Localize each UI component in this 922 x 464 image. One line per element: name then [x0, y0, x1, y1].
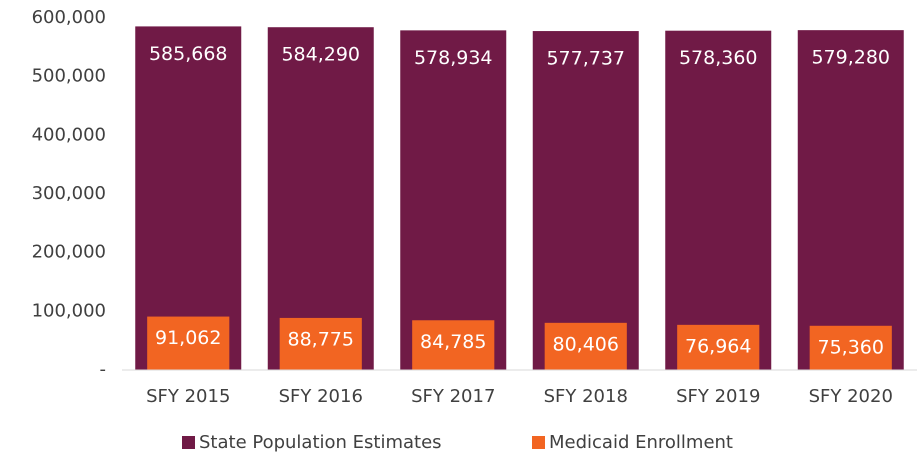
legend-label: Medicaid Enrollment — [549, 432, 733, 453]
y-tick-label: 200,000 — [32, 242, 106, 263]
bar — [809, 325, 892, 370]
bar — [147, 316, 230, 370]
bar — [400, 30, 507, 370]
legend-swatch — [532, 436, 545, 449]
data-label: 75,360 — [818, 336, 884, 358]
bar — [677, 324, 760, 370]
x-tick-label: SFY 2016 — [279, 386, 363, 407]
data-label: 585,668 — [149, 43, 228, 65]
data-label: 578,360 — [679, 47, 758, 69]
y-tick-label: 100,000 — [32, 300, 106, 321]
bar — [135, 26, 242, 370]
x-tick-label: SFY 2018 — [544, 386, 628, 407]
bar — [544, 322, 627, 370]
data-label: 84,785 — [420, 331, 486, 353]
x-tick-label: SFY 2019 — [676, 386, 760, 407]
data-label: 578,934 — [414, 47, 493, 69]
y-tick-label: 500,000 — [32, 66, 106, 87]
y-tick-label: 300,000 — [32, 183, 106, 204]
bar — [267, 27, 374, 371]
data-label: 584,290 — [281, 44, 360, 66]
bar — [797, 30, 904, 371]
bar — [412, 320, 495, 370]
bar — [532, 31, 639, 370]
data-label: 577,737 — [546, 48, 625, 70]
y-tick-label: - — [100, 359, 107, 380]
bar — [279, 317, 362, 370]
bar — [665, 30, 772, 371]
data-label: 579,280 — [811, 47, 890, 69]
data-label: 80,406 — [553, 333, 619, 355]
y-tick-label: 600,000 — [32, 7, 106, 28]
legend-label: State Population Estimates — [199, 432, 442, 453]
data-label: 91,062 — [155, 327, 221, 349]
y-tick-label: 400,000 — [32, 124, 106, 145]
x-tick-label: SFY 2015 — [146, 386, 230, 407]
legend-swatch — [182, 436, 195, 449]
x-tick-label: SFY 2020 — [809, 386, 893, 407]
data-label: 88,775 — [288, 328, 354, 350]
data-label: 76,964 — [685, 335, 751, 357]
x-tick-label: SFY 2017 — [411, 386, 495, 407]
